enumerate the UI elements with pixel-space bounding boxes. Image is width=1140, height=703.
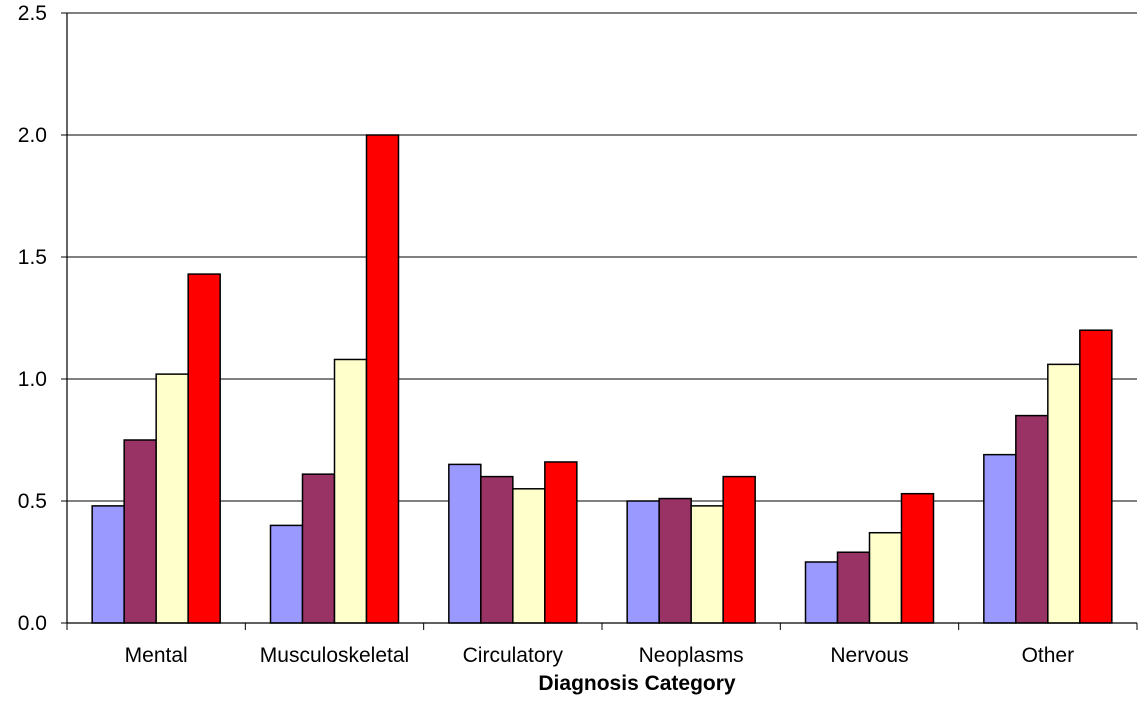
bar	[658, 497, 692, 624]
bar	[365, 134, 400, 624]
x-tick-label: Circulatory	[463, 644, 564, 667]
bar	[155, 373, 189, 624]
x-tick-label: Nervous	[830, 644, 908, 667]
bar	[1015, 414, 1049, 624]
bar	[690, 505, 724, 624]
bar	[868, 531, 903, 624]
bar	[91, 505, 125, 624]
y-tick-label: 2.5	[18, 2, 47, 25]
bar	[626, 500, 660, 624]
x-tick-label: Other	[1022, 644, 1075, 667]
bar	[123, 439, 157, 624]
bar	[512, 488, 546, 624]
y-tick-label: 1.0	[18, 368, 47, 391]
bar	[804, 561, 839, 624]
y-tick-label: 0.0	[18, 612, 47, 635]
x-tick-label: Mental	[125, 644, 188, 667]
y-tick-label: 2.0	[18, 124, 47, 147]
bar	[480, 475, 514, 624]
bar	[722, 475, 756, 624]
axes	[61, 12, 1138, 630]
bar	[836, 551, 871, 624]
labels: 0.0 0.5 1.0 1.5 2.0 2.5 Mental Musculoskeletal C…	[18, 2, 1074, 667]
bar	[333, 358, 368, 624]
x-axis-title: Diagnosis Category	[538, 672, 736, 695]
bar	[900, 492, 935, 624]
gridlines	[67, 12, 1137, 502]
bar	[269, 524, 304, 624]
bar	[301, 473, 336, 624]
bar	[983, 453, 1017, 624]
x-tick-label: Neoplasms	[639, 644, 744, 667]
y-tick-label: 0.5	[18, 490, 47, 513]
bar	[1079, 329, 1113, 624]
bar	[448, 463, 482, 624]
y-tick-label: 1.5	[18, 246, 47, 269]
bar	[1047, 363, 1081, 624]
bar	[187, 273, 221, 624]
bar	[544, 461, 578, 624]
bars	[91, 134, 1113, 624]
x-tick-label: Musculoskeletal	[260, 644, 409, 667]
